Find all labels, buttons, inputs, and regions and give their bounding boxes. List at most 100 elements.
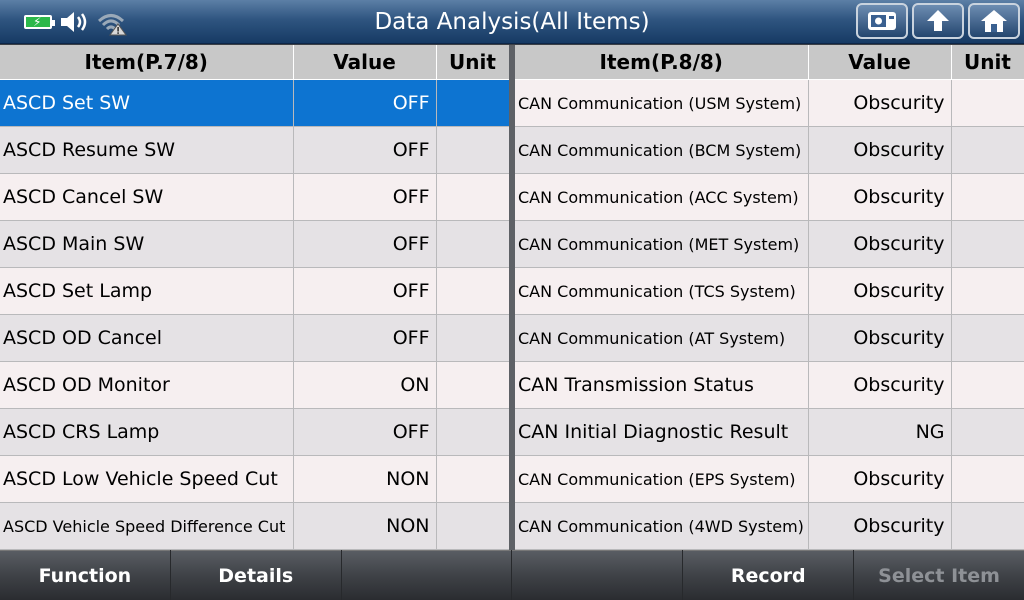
item-cell: CAN Communication (4WD System)	[515, 502, 809, 550]
value-cell: OFF	[293, 79, 437, 127]
function-button[interactable]: Function	[0, 550, 170, 600]
unit-column-header[interactable]: Unit	[951, 45, 1024, 80]
right-data-panel: Item(P.8/8) Value Unit CAN Communication…	[515, 45, 1024, 550]
empty-button-3[interactable]	[341, 550, 512, 600]
unit-cell	[436, 502, 510, 550]
item-cell: CAN Communication (TCS System)	[515, 267, 809, 315]
empty-button-4[interactable]	[512, 550, 683, 600]
item-column-header[interactable]: Item(P.8/8)	[515, 45, 809, 80]
item-cell: CAN Communication (BCM System)	[515, 126, 809, 174]
value-cell: Obscurity	[808, 455, 952, 503]
value-cell: Obscurity	[808, 220, 952, 268]
item-cell: ASCD Set Lamp	[0, 267, 294, 315]
item-cell: ASCD Resume SW	[0, 126, 294, 174]
back-button[interactable]	[912, 3, 964, 39]
value-cell: Obscurity	[808, 314, 952, 362]
details-button[interactable]: Details	[170, 550, 341, 600]
table-row[interactable]: ASCD Cancel SW OFF	[0, 173, 510, 221]
value-cell: OFF	[293, 267, 437, 315]
nav-buttons	[856, 3, 1020, 39]
item-cell: CAN Communication (MET System)	[515, 220, 809, 268]
item-cell: ASCD OD Monitor	[0, 361, 294, 409]
table-row[interactable]: ASCD Set Lamp OFF	[0, 267, 510, 315]
unit-cell	[951, 79, 1024, 127]
unit-cell	[436, 455, 510, 503]
item-cell: CAN Communication (AT System)	[515, 314, 809, 362]
table-row[interactable]: ASCD Main SW OFF	[0, 220, 510, 268]
value-cell: Obscurity	[808, 267, 952, 315]
unit-cell	[951, 455, 1024, 503]
speaker-icon	[61, 12, 87, 32]
value-cell: Obscurity	[808, 173, 952, 221]
item-cell: ASCD Main SW	[0, 220, 294, 268]
table-row[interactable]: CAN Communication (USM System) Obscurity	[515, 79, 1024, 127]
value-column-header[interactable]: Value	[293, 45, 437, 80]
item-cell: ASCD Set SW	[0, 79, 294, 127]
status-icons: ⚡	[24, 8, 128, 36]
table-row[interactable]: CAN Communication (4WD System) Obscurity	[515, 502, 1024, 550]
table-row[interactable]: CAN Communication (ACC System) Obscurity	[515, 173, 1024, 221]
unit-column-header[interactable]: Unit	[436, 45, 510, 80]
value-cell: OFF	[293, 220, 437, 268]
table-row[interactable]: ASCD OD Monitor ON	[0, 361, 510, 409]
panel-divider	[509, 45, 515, 550]
camera-icon	[868, 12, 896, 30]
unit-cell	[951, 314, 1024, 362]
up-arrow-icon	[927, 10, 949, 31]
value-cell: OFF	[293, 408, 437, 456]
value-cell: OFF	[293, 314, 437, 362]
unit-cell	[951, 361, 1024, 409]
value-column-header[interactable]: Value	[808, 45, 952, 80]
table-row[interactable]: CAN Transmission Status Obscurity	[515, 361, 1024, 409]
item-column-header[interactable]: Item(P.7/8)	[0, 45, 294, 80]
table-row[interactable]: CAN Communication (TCS System) Obscurity	[515, 267, 1024, 315]
item-cell: CAN Communication (USM System)	[515, 79, 809, 127]
unit-cell	[951, 173, 1024, 221]
record-button[interactable]: Record	[683, 550, 854, 600]
value-cell: ON	[293, 361, 437, 409]
screenshot-button[interactable]	[856, 3, 908, 39]
table-row[interactable]: ASCD Low Vehicle Speed Cut NON	[0, 455, 510, 503]
table-row[interactable]: ASCD CRS Lamp OFF	[0, 408, 510, 456]
value-cell: NON	[293, 455, 437, 503]
value-cell: OFF	[293, 173, 437, 221]
item-cell: ASCD Vehicle Speed Difference Cut	[0, 502, 294, 550]
item-cell: ASCD CRS Lamp	[0, 408, 294, 456]
home-button[interactable]	[968, 3, 1020, 39]
unit-cell	[436, 314, 510, 362]
wifi-warning-icon	[97, 14, 127, 36]
unit-cell	[951, 502, 1024, 550]
page-title: Data Analysis(All Items)	[374, 9, 650, 35]
item-cell: CAN Initial Diagnostic Result	[515, 408, 809, 456]
unit-cell	[436, 79, 510, 127]
table-row[interactable]: CAN Communication (EPS System) Obscurity	[515, 455, 1024, 503]
item-cell: ASCD Low Vehicle Speed Cut	[0, 455, 294, 503]
table-row[interactable]: ASCD Vehicle Speed Difference Cut NON	[0, 502, 510, 550]
value-cell: Obscurity	[808, 361, 952, 409]
select-item-button[interactable]: Select Item	[854, 550, 1024, 600]
value-cell: Obscurity	[808, 79, 952, 127]
unit-cell	[436, 173, 510, 221]
left-data-panel: Item(P.7/8) Value Unit ASCD Set SW OFF A…	[0, 45, 510, 550]
item-cell: CAN Communication (ACC System)	[515, 173, 809, 221]
value-cell: Obscurity	[808, 502, 952, 550]
table-row[interactable]: ASCD Resume SW OFF	[0, 126, 510, 174]
value-cell: OFF	[293, 126, 437, 174]
unit-cell	[436, 361, 510, 409]
table-row[interactable]: ASCD Set SW OFF	[0, 79, 510, 127]
right-data-table: Item(P.8/8) Value Unit CAN Communication…	[515, 45, 1024, 550]
item-cell: ASCD OD Cancel	[0, 314, 294, 362]
value-cell: Obscurity	[808, 126, 952, 174]
table-row[interactable]: CAN Communication (AT System) Obscurity	[515, 314, 1024, 362]
table-row[interactable]: CAN Communication (MET System) Obscurity	[515, 220, 1024, 268]
unit-cell	[951, 267, 1024, 315]
value-cell: NG	[808, 408, 952, 456]
table-row[interactable]: ASCD OD Cancel OFF	[0, 314, 510, 362]
table-row[interactable]: CAN Communication (BCM System) Obscurity	[515, 126, 1024, 174]
item-cell: CAN Communication (EPS System)	[515, 455, 809, 503]
unit-cell	[436, 126, 510, 174]
battery-charging-icon: ⚡	[24, 15, 55, 29]
value-cell: NON	[293, 502, 437, 550]
title-bar: ⚡ Data Analysis(All Items)	[0, 0, 1024, 44]
table-row[interactable]: CAN Initial Diagnostic Result NG	[515, 408, 1024, 456]
